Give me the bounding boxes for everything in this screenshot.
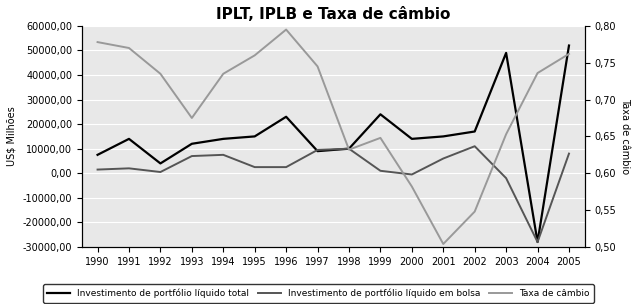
Investimento de portfólio líquido em bolsa <box>220 153 227 157</box>
Y-axis label: US$ Milhões: US$ Milhões <box>7 106 17 166</box>
Investimento de portfólio líquido em bolsa <box>251 165 259 169</box>
Investimento de portfólio líquido total <box>314 149 322 153</box>
Investimento de portfólio líquido em bolsa <box>125 167 132 170</box>
Investimento de portfólio líquido em bolsa <box>188 154 196 158</box>
Taxa de câmbio <box>125 46 132 50</box>
Investimento de portfólio líquido total <box>188 142 196 146</box>
Investimento de portfólio líquido em bolsa <box>471 144 478 148</box>
Taxa de câmbio <box>94 40 101 44</box>
Taxa de câmbio <box>534 71 541 75</box>
Investimento de portfólio líquido total <box>282 115 290 119</box>
Taxa de câmbio <box>565 52 573 56</box>
Taxa de câmbio <box>188 116 196 120</box>
Taxa de câmbio <box>408 185 416 188</box>
Investimento de portfólio líquido total <box>471 130 478 133</box>
Taxa de câmbio <box>251 54 259 57</box>
Investimento de portfólio líquido total <box>440 135 447 138</box>
Y-axis label: Taxa de câmbio: Taxa de câmbio <box>620 98 630 174</box>
Investimento de portfólio líquido total <box>157 162 164 165</box>
Taxa de câmbio <box>471 210 478 213</box>
Investimento de portfólio líquido em bolsa <box>376 169 384 173</box>
Taxa de câmbio <box>314 64 322 68</box>
Investimento de portfólio líquido em bolsa <box>282 165 290 169</box>
Investimento de portfólio líquido em bolsa <box>157 170 164 174</box>
Taxa de câmbio <box>503 132 510 136</box>
Line: Taxa de câmbio: Taxa de câmbio <box>97 29 569 244</box>
Title: IPLT, IPLB e Taxa de câmbio: IPLT, IPLB e Taxa de câmbio <box>216 7 450 22</box>
Line: Investimento de portfólio líquido total: Investimento de portfólio líquido total <box>97 46 569 242</box>
Taxa de câmbio <box>220 72 227 76</box>
Taxa de câmbio <box>157 72 164 76</box>
Investimento de portfólio líquido em bolsa <box>534 240 541 244</box>
Investimento de portfólio líquido total <box>94 153 101 157</box>
Investimento de portfólio líquido em bolsa <box>440 157 447 160</box>
Investimento de portfólio líquido em bolsa <box>345 147 353 150</box>
Investimento de portfólio líquido em bolsa <box>94 168 101 171</box>
Investimento de portfólio líquido em bolsa <box>565 152 573 155</box>
Taxa de câmbio <box>345 148 353 151</box>
Taxa de câmbio <box>282 28 290 31</box>
Investimento de portfólio líquido total <box>534 240 541 244</box>
Investimento de portfólio líquido total <box>251 135 259 138</box>
Legend: Investimento de portfólio líquido total, Investimento de portfólio líquido em bo: Investimento de portfólio líquido total,… <box>43 284 594 302</box>
Investimento de portfólio líquido total <box>565 44 573 47</box>
Investimento de portfólio líquido em bolsa <box>503 176 510 180</box>
Investimento de portfólio líquido total <box>376 112 384 116</box>
Taxa de câmbio <box>376 136 384 140</box>
Investimento de portfólio líquido total <box>220 137 227 141</box>
Investimento de portfólio líquido total <box>408 137 416 141</box>
Investimento de portfólio líquido total <box>125 137 132 141</box>
Investimento de portfólio líquido em bolsa <box>408 173 416 176</box>
Investimento de portfólio líquido total <box>503 51 510 55</box>
Taxa de câmbio <box>440 242 447 246</box>
Investimento de portfólio líquido em bolsa <box>314 148 322 152</box>
Investimento de portfólio líquido total <box>345 147 353 150</box>
Line: Investimento de portfólio líquido em bolsa: Investimento de portfólio líquido em bol… <box>97 146 569 242</box>
